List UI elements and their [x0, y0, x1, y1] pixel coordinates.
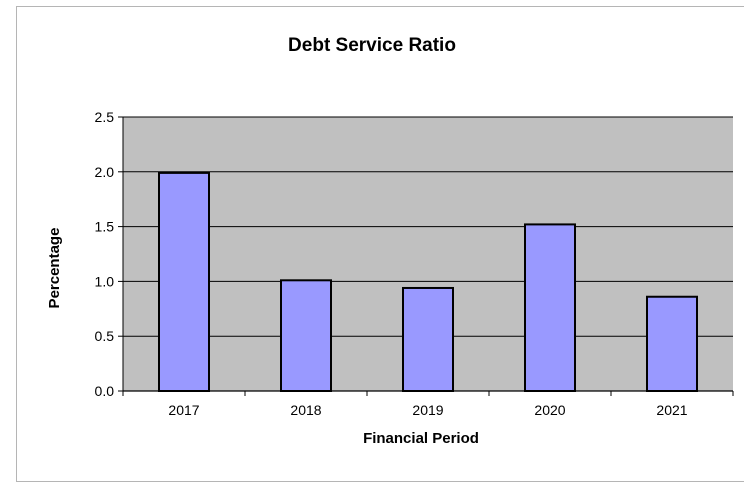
bar-2020: [524, 223, 576, 392]
x-tick-label: 2018: [290, 402, 321, 418]
y-tick-label: 1.0: [95, 273, 115, 289]
bar-2017: [158, 171, 210, 392]
x-tick-label: 2017: [168, 402, 199, 418]
bars: [158, 171, 698, 393]
bar-2019: [402, 286, 454, 393]
y-tick-label: 0.0: [95, 383, 115, 399]
bar-2018: [280, 279, 332, 392]
chart-title: Debt Service Ratio: [288, 35, 456, 56]
bar-2021: [646, 295, 698, 392]
gridlines: [123, 116, 733, 337]
x-tick-label: 2021: [656, 402, 687, 418]
x-tick-label: 2019: [412, 402, 443, 418]
y-axis: 0.0 0.5 1.0 1.5 2.0 2.5: [95, 109, 124, 399]
x-axis-title: Financial Period: [363, 430, 479, 447]
y-tick-label: 1.5: [95, 219, 115, 235]
y-tick-label: 2.0: [95, 164, 115, 180]
y-tick-label: 0.5: [95, 328, 115, 344]
x-axis: 2017 2018 2019 2020 2021: [122, 390, 734, 418]
y-axis-title: Percentage: [46, 228, 63, 309]
y-tick-label: 2.5: [95, 109, 115, 125]
x-tick-label: 2020: [534, 402, 565, 418]
